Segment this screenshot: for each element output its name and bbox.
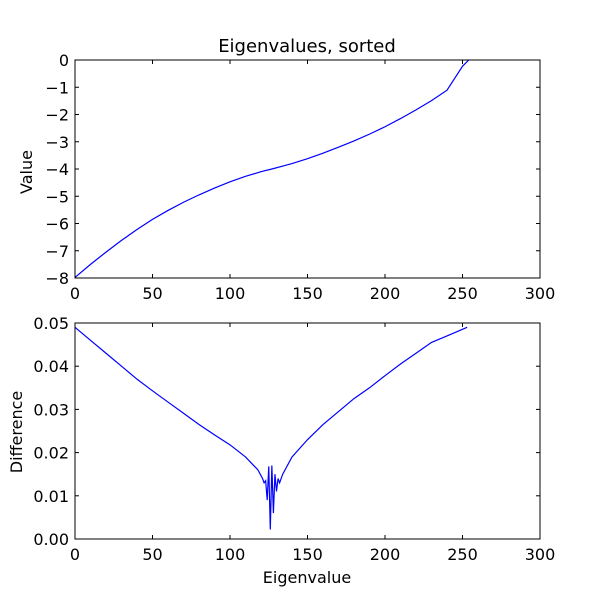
y-tick-label: 0.02 — [33, 444, 69, 463]
y-tick-label: −8 — [45, 269, 69, 288]
series-line-difference — [74, 326, 468, 530]
y-axis-label: Value — [17, 150, 36, 194]
y-tick-label: 0.04 — [33, 357, 69, 376]
difference-plot: Difference Eigenvalue 0 50 100 150 200 250 300… — [7, 314, 555, 587]
x-axis-label: Eigenvalue — [263, 568, 351, 587]
y-tick-label: −4 — [45, 160, 69, 179]
y-tick-label: 0.00 — [33, 530, 69, 549]
y-tick-label: 0.05 — [33, 314, 69, 333]
y-tick-label: −7 — [45, 242, 69, 261]
series-line-eigenvalues — [74, 59, 470, 278]
x-tick-label: 100 — [215, 545, 246, 564]
y-tick-label: 0.03 — [33, 400, 69, 419]
y-tick-label: −2 — [45, 106, 69, 125]
plot-frame — [74, 59, 541, 279]
y-tick-label: 0.01 — [33, 487, 69, 506]
x-tick-label: 300 — [525, 545, 556, 564]
tick-labels-group: 0 50 100 150 200 250 300 0 −1 −2 −3 −4 −5 −6 −7 −8 — [45, 51, 555, 303]
x-tick-label: 0 — [70, 545, 80, 564]
plot-title: Eigenvalues, sorted — [218, 36, 396, 57]
y-tick-label: −1 — [45, 78, 69, 97]
y-tick-label: −3 — [45, 133, 69, 152]
x-tick-label: 200 — [370, 284, 401, 303]
x-tick-label: 150 — [292, 545, 323, 564]
y-tick-label: 0 — [59, 51, 69, 70]
x-tick-label: 300 — [525, 284, 556, 303]
y-tick-label: −5 — [45, 187, 69, 206]
x-tick-label: 150 — [292, 284, 323, 303]
x-tick-label: 250 — [447, 284, 478, 303]
x-tick-label: 0 — [70, 284, 80, 303]
x-tick-label: 50 — [142, 545, 162, 564]
x-tick-label: 200 — [370, 545, 401, 564]
plot-frame — [74, 322, 541, 540]
x-tick-label: 50 — [142, 284, 162, 303]
x-tick-label: 100 — [215, 284, 246, 303]
tick-labels-group: 0 50 100 150 200 250 300 0.00 0.01 0.02 0.03 0.04 0.… — [33, 314, 555, 564]
eigenvalue-plot: Eigenvalues, sorted Value 0 50 100 150 200 25… — [17, 36, 555, 303]
y-tick-label: −6 — [45, 215, 69, 234]
y-axis-label: Difference — [7, 391, 26, 473]
x-tick-label: 250 — [447, 545, 478, 564]
